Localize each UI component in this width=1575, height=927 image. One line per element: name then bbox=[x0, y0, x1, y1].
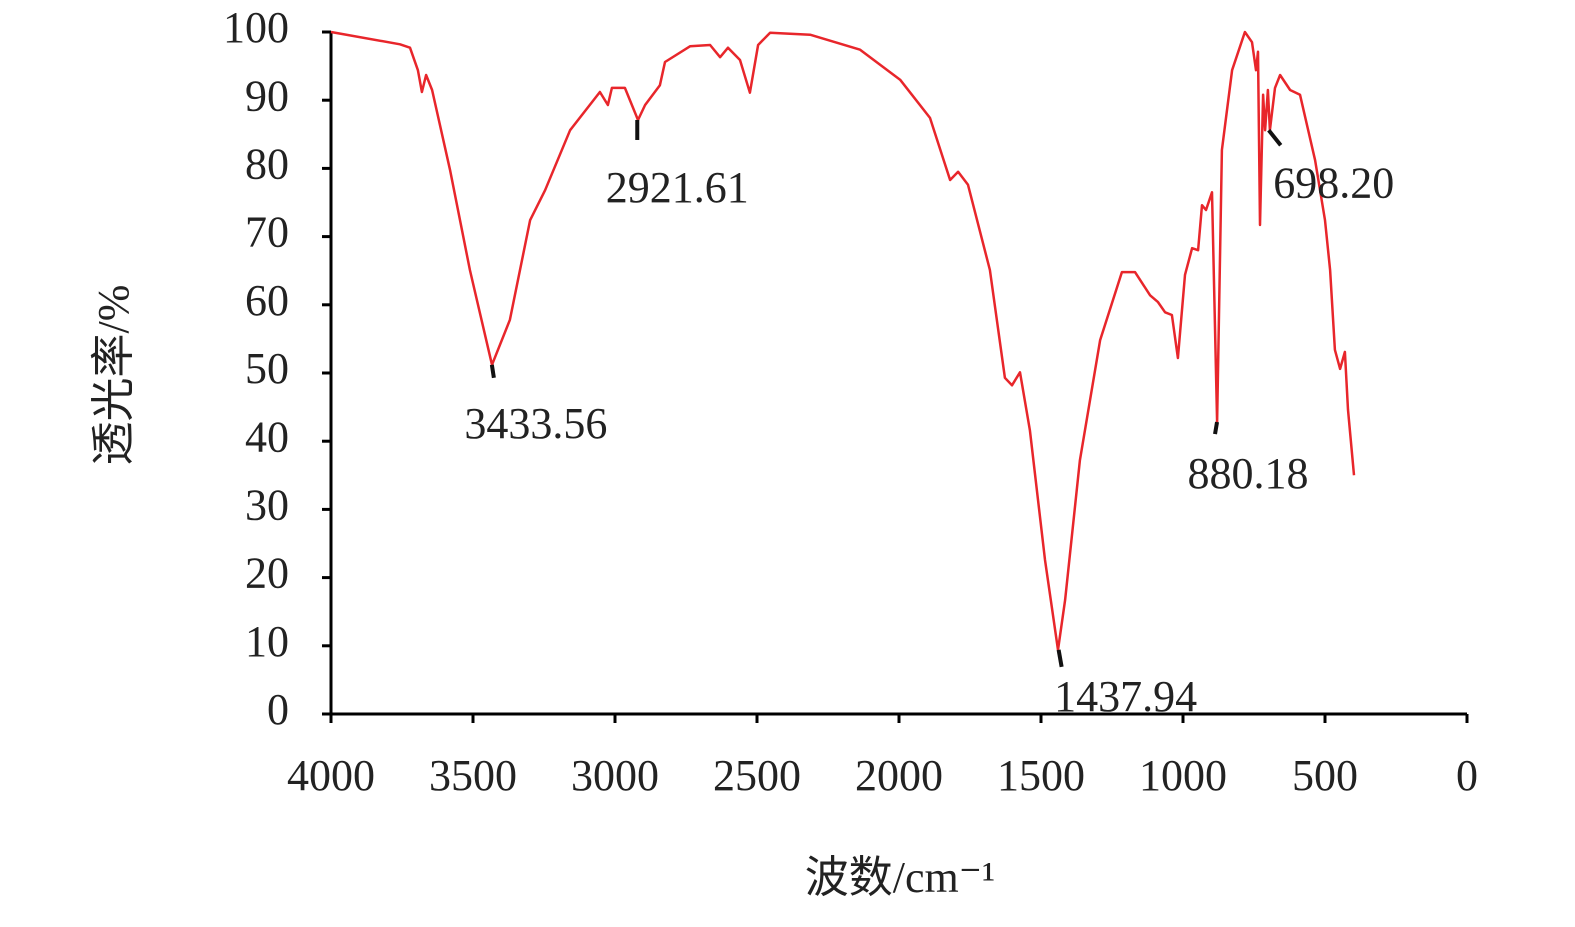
annotation-leader bbox=[489, 364, 496, 379]
annotation-label: 880.18 bbox=[1188, 449, 1309, 498]
x-tick-label: 3500 bbox=[429, 751, 517, 800]
y-tick-label: 70 bbox=[245, 208, 289, 257]
y-tick-label: 10 bbox=[245, 617, 289, 666]
annotation-leader bbox=[1056, 649, 1064, 668]
annotation-label: 1437.94 bbox=[1054, 672, 1197, 721]
y-tick-label: 60 bbox=[245, 276, 289, 325]
x-axis-label: 波数/cm⁻¹ bbox=[805, 853, 995, 902]
x-tick-label: 0 bbox=[1456, 751, 1478, 800]
spectrum-line bbox=[330, 30, 1356, 652]
y-tick-label: 80 bbox=[245, 139, 289, 188]
x-tick-label: 500 bbox=[1292, 751, 1358, 800]
y-tick-label: 0 bbox=[267, 685, 289, 734]
annotation-label: 3433.56 bbox=[464, 399, 607, 448]
y-tick-label: 50 bbox=[245, 344, 289, 393]
x-tick-label: 2500 bbox=[713, 751, 801, 800]
y-axis-label: 透光率/% bbox=[89, 285, 138, 466]
x-tick-label: 2000 bbox=[855, 751, 943, 800]
y-tick-label: 30 bbox=[245, 480, 289, 529]
x-tick-label: 1500 bbox=[997, 751, 1085, 800]
x-tick-label: 4000 bbox=[287, 751, 375, 800]
annotation-label: 698.20 bbox=[1273, 158, 1394, 207]
annotation-leader bbox=[1213, 421, 1220, 435]
x-tick-label: 1000 bbox=[1139, 751, 1227, 800]
y-tick-label: 20 bbox=[245, 549, 289, 598]
y-tick-label: 90 bbox=[245, 71, 289, 120]
annotation-leader bbox=[1267, 128, 1283, 147]
x-tick-label: 3000 bbox=[571, 751, 659, 800]
annotation-label: 2921.61 bbox=[606, 163, 749, 212]
y-tick-label: 100 bbox=[223, 3, 289, 52]
y-tick-label: 40 bbox=[245, 412, 289, 461]
